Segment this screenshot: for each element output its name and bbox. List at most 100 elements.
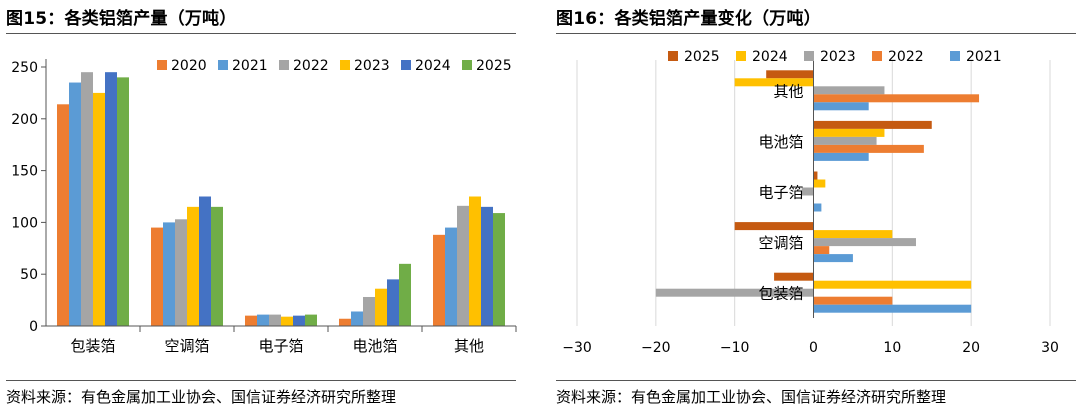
bar-2021 (257, 314, 269, 326)
legend-swatch-2025 (668, 51, 678, 61)
bar-2025 (493, 213, 505, 326)
bar-2024 (199, 196, 211, 326)
bar-2024 (813, 280, 972, 289)
bar-2022 (269, 314, 281, 326)
chart-title: 图16：各类铝箔产量变化（万吨） (556, 9, 821, 29)
category-label: 包装箔 (758, 285, 803, 303)
bar-2023 (813, 238, 916, 247)
source-rule (6, 380, 516, 381)
legend-swatch-2023 (340, 60, 350, 70)
bar-2020 (339, 318, 351, 326)
bar-2025 (211, 206, 223, 326)
bar-2023 (93, 92, 105, 327)
bar-2022 (813, 296, 893, 305)
legend-swatch-2022 (872, 51, 882, 61)
legend-swatch-2023 (804, 51, 814, 61)
bar-2025 (813, 171, 818, 180)
bar-2021 (163, 222, 175, 326)
bar-2023 (655, 288, 814, 297)
x-tick-label: 30 (1041, 340, 1059, 356)
y-tick-label: 250 (11, 60, 38, 76)
legend-label-2023: 2023 (354, 58, 390, 74)
legend-swatch-2022 (279, 60, 289, 70)
legend-label-2024: 2024 (415, 58, 451, 74)
legend-label-2022: 2022 (888, 49, 924, 65)
bar-2024 (734, 78, 814, 87)
title-rule (556, 33, 1076, 34)
bar-2023 (813, 136, 877, 145)
bar-2023 (187, 206, 199, 326)
bar-2023 (375, 288, 387, 326)
x-tick-label: 0 (809, 340, 818, 356)
legend-label-2022: 2022 (293, 58, 329, 74)
x-tick-label: 空调箔 (164, 337, 209, 355)
x-tick-label: 20 (962, 340, 980, 356)
source-rule (556, 380, 1076, 381)
legend-swatch-2021 (950, 51, 960, 61)
bar-2024 (813, 128, 885, 137)
bar-2022 (813, 94, 980, 103)
bar-2022 (813, 144, 924, 153)
bar-2025 (305, 314, 317, 326)
x-tick-label: 其他 (454, 337, 484, 355)
bar-2022 (457, 205, 469, 326)
x-tick-label: −10 (720, 340, 750, 356)
bar-2025 (734, 222, 814, 231)
bar-2025 (774, 272, 814, 281)
bar-2021 (813, 152, 869, 161)
bar-2021 (813, 254, 853, 263)
bar-2022 (813, 246, 830, 255)
legend-label-2020: 2020 (171, 58, 207, 74)
bar-2023 (813, 86, 885, 95)
category-label: 电池箔 (758, 133, 803, 151)
bar-2021 (813, 203, 822, 212)
bar-2024 (481, 206, 493, 326)
bar-2021 (69, 82, 81, 326)
legend-swatch-2020 (157, 60, 167, 70)
bar-2021 (813, 102, 869, 111)
source-note: 资料来源：有色金属加工业协会、国信证券经济研究所整理 (556, 388, 947, 406)
legend-label-2021: 2021 (966, 49, 1002, 65)
bar-2025 (813, 120, 932, 129)
y-tick-label: 150 (11, 164, 38, 180)
bar-2025 (117, 77, 129, 326)
x-tick-label: 包装箔 (70, 337, 115, 355)
bar-2021 (813, 304, 972, 313)
y-tick-label: 100 (11, 215, 38, 231)
y-tick-label: 0 (29, 319, 38, 335)
bar-2022 (81, 72, 93, 327)
bar-2022 (175, 219, 187, 326)
bar-2024 (813, 179, 826, 188)
bar-2023 (469, 196, 481, 326)
x-tick-label: 电池箔 (352, 337, 397, 355)
chart-title: 图15：各类铝箔产量（万吨） (6, 9, 237, 29)
legend-swatch-2025 (462, 60, 472, 70)
legend-swatch-2024 (736, 51, 746, 61)
source-note: 资料来源：有色金属加工业协会、国信证券经济研究所整理 (6, 388, 397, 406)
legend-label-2024: 2024 (752, 49, 788, 65)
x-tick-label: −30 (562, 340, 592, 356)
y-tick-label: 200 (11, 112, 38, 128)
bar-2024 (293, 315, 305, 326)
bar-2024 (387, 279, 399, 326)
legend-label-2023: 2023 (820, 49, 856, 65)
bar-2025 (399, 263, 411, 326)
bar-2020 (57, 104, 69, 327)
bar-2025 (766, 70, 814, 79)
legend-label-2025: 2025 (476, 58, 512, 74)
chart-panel-change: 图16：各类铝箔产量变化（万吨） −30 −20 −10 0 10 20 30 其他 电池箔 电子… (550, 0, 1080, 416)
production-chart: 0 50 100 150 200 250 包装箔 空调箔 电子箔 电池箔 其他 2020 2021 202… (11, 58, 517, 355)
bar-2023 (281, 316, 293, 326)
bar-2022 (363, 296, 375, 326)
x-tick-label: −20 (641, 340, 671, 356)
bar-2020 (151, 227, 163, 326)
category-label: 电子箔 (758, 184, 803, 202)
bar-2021 (351, 311, 363, 326)
title-rule (6, 33, 516, 34)
legend-swatch-2024 (401, 60, 411, 70)
bar-2024 (813, 230, 893, 239)
bar-2023 (801, 187, 814, 196)
legend-label-2025: 2025 (684, 49, 720, 65)
category-label: 其他 (773, 82, 803, 100)
